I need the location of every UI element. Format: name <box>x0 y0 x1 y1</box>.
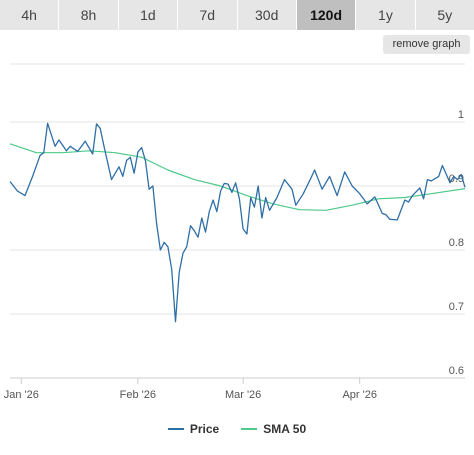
y-tick-label: 0.6 <box>449 365 464 377</box>
tab-30d[interactable]: 30d <box>237 0 297 30</box>
remove-graph-button[interactable]: remove graph <box>383 35 470 54</box>
x-tick-label: Feb '26 <box>120 389 156 401</box>
legend-label-sma-50: SMA 50 <box>263 422 307 436</box>
tab-8h[interactable]: 8h <box>59 0 119 30</box>
y-tick-label: 0.7 <box>449 301 464 313</box>
legend-swatch-price <box>167 428 184 430</box>
legend-item-price[interactable]: Price <box>167 418 220 440</box>
x-tick-label: Jan '26 <box>4 389 39 401</box>
y-tick-label: 0.8 <box>449 237 464 249</box>
legend-swatch-sma-50 <box>241 428 258 430</box>
tab-4h[interactable]: 4h <box>0 0 60 30</box>
legend-label-price: Price <box>189 422 220 436</box>
tab-120d[interactable]: 120d <box>296 0 357 30</box>
y-tick-label: 1 <box>458 109 464 121</box>
price-series-line <box>9 122 466 323</box>
tab-1d[interactable]: 1d <box>118 0 179 30</box>
x-tick-label: Mar '26 <box>225 389 261 401</box>
x-tick-label: Apr '26 <box>342 389 377 401</box>
sma-50-series-line <box>9 143 466 211</box>
time-range-tabs: 4h 8h 1d 7d 30d 120d 1y 5y <box>0 0 474 30</box>
legend-item-sma-50[interactable]: SMA 50 <box>241 418 306 440</box>
chart-legend: Price SMA 50 <box>0 418 474 440</box>
tab-1y[interactable]: 1y <box>356 0 416 30</box>
tab-7d[interactable]: 7d <box>178 0 238 30</box>
tab-5y[interactable]: 5y <box>415 0 474 30</box>
